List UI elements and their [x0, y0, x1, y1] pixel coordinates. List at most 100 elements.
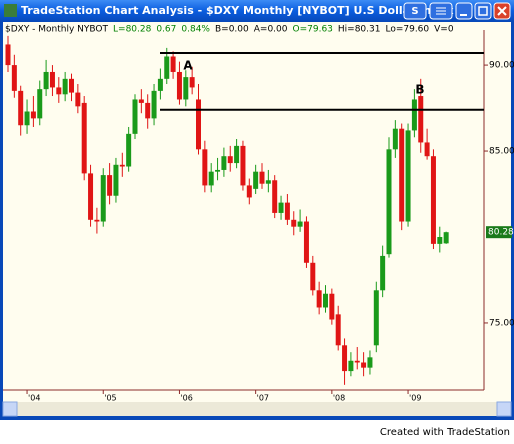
minimize-button[interactable] [455, 2, 473, 20]
title-bar [0, 0, 514, 22]
candle-body [43, 71, 49, 90]
candle-body [342, 345, 348, 372]
info-item: Hi=80.31 [338, 25, 381, 35]
candle-body [5, 44, 11, 66]
info-item: A=0.00 [254, 25, 288, 35]
candle-body [37, 89, 43, 119]
candle-body [310, 262, 316, 291]
info-item: 0.67 [156, 25, 176, 35]
candle-body [11, 65, 17, 91]
candle-body [49, 71, 55, 88]
app-icon [4, 4, 17, 17]
candle-body [380, 255, 386, 291]
candle-body [24, 111, 30, 126]
maximize-button[interactable] [474, 2, 492, 20]
candle-body [208, 171, 214, 186]
candle-body [253, 171, 259, 189]
info-item: 0.84% [181, 25, 210, 35]
candle-body [202, 149, 208, 186]
menu-icon [436, 7, 446, 15]
candle-body [221, 156, 227, 170]
candle-body [323, 293, 328, 308]
x-tick-label: '06 [180, 394, 192, 403]
candle-body [56, 87, 62, 95]
candle-body [437, 236, 443, 244]
scroll-left[interactable] [2, 401, 18, 417]
y-tick-label: 85.00 [489, 147, 514, 157]
candle-body [227, 156, 233, 164]
candle-body [272, 180, 278, 213]
last-price-label: 80.28 [488, 228, 514, 238]
candle-body [215, 169, 221, 172]
candle-body [303, 221, 309, 263]
info-item: V=0 [434, 25, 454, 35]
candle-body [316, 290, 322, 308]
info-item: B=0.00 [215, 25, 249, 35]
candle-body [386, 149, 392, 255]
candle-body [132, 99, 138, 134]
candle-body [107, 175, 113, 196]
candle-body [145, 102, 151, 119]
maximize-icon [478, 6, 488, 16]
candle-body [443, 232, 449, 244]
x-tick-label: '05 [104, 394, 116, 403]
x-tick-label: '08 [333, 394, 345, 403]
x-tick-label: '04 [28, 394, 40, 403]
candle-body [30, 111, 36, 119]
s-button[interactable] [403, 2, 427, 20]
candle-body [411, 99, 417, 131]
candle-body [259, 171, 265, 184]
annotation: A [183, 59, 193, 73]
info-item: O=79.63 [293, 25, 333, 35]
candle-body [354, 360, 360, 363]
last-price-tag [486, 226, 512, 239]
candle-body [100, 175, 106, 222]
candle-body [138, 99, 144, 103]
candle-body [361, 362, 367, 368]
candle-body [424, 142, 430, 157]
candle-body [373, 290, 379, 346]
candle-body [367, 357, 373, 368]
candle-body [170, 56, 176, 72]
candle-body [246, 185, 252, 198]
candle-body [196, 99, 201, 150]
x-tick-label: '07 [257, 394, 269, 403]
candle-body [69, 78, 74, 93]
candle-body [164, 56, 170, 79]
candle-body [75, 92, 81, 107]
info-item: L=80.28 [113, 25, 152, 35]
info-item: $DXY - Monthly NYBOT [5, 25, 109, 35]
scroll-right[interactable] [496, 401, 512, 417]
scrollbar[interactable] [3, 402, 511, 416]
candle-body [62, 78, 68, 95]
candle-body [119, 164, 125, 167]
annotation: B [415, 82, 424, 96]
candle-body [176, 71, 182, 100]
close-icon [497, 6, 507, 16]
candle-body [88, 173, 94, 220]
candle-body [151, 90, 157, 119]
candle-body [240, 145, 246, 186]
footer [0, 420, 514, 444]
candle-body [126, 133, 132, 167]
candle-body [418, 96, 424, 143]
candle-body [278, 202, 284, 213]
candle-body [291, 219, 297, 227]
candle-body [81, 102, 87, 174]
chart-area [3, 22, 511, 402]
candle-body [430, 156, 436, 244]
s-button-label: S [411, 6, 418, 17]
candle-body [157, 78, 163, 91]
footer-text: Created with TradeStation [380, 427, 510, 438]
candle-body [284, 202, 290, 220]
candle-body [183, 77, 189, 100]
candle-body [234, 145, 240, 164]
candle-body [297, 221, 303, 227]
candle-body [329, 293, 335, 320]
candle-body [392, 128, 398, 150]
y-tick-label: 90.00 [489, 61, 514, 71]
candle-body [265, 180, 271, 184]
candle-body [94, 219, 100, 222]
